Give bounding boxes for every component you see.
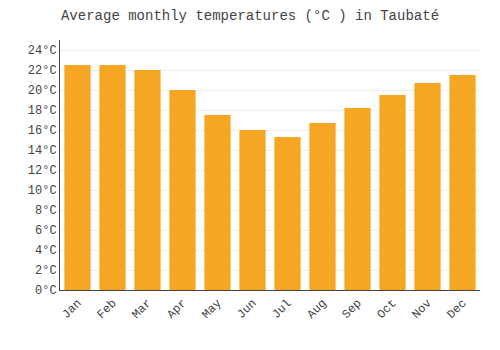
svg-text:8°C: 8°C	[35, 204, 57, 218]
svg-text:Jan: Jan	[59, 297, 84, 322]
svg-text:0°C: 0°C	[35, 284, 57, 298]
svg-text:4°C: 4°C	[35, 244, 57, 258]
svg-text:Mar: Mar	[129, 297, 154, 322]
svg-text:24°C: 24°C	[28, 44, 57, 58]
svg-text:12°C: 12°C	[28, 164, 57, 178]
svg-text:14°C: 14°C	[28, 144, 57, 158]
svg-text:Oct: Oct	[374, 297, 399, 322]
svg-text:10°C: 10°C	[28, 184, 57, 198]
svg-text:Jul: Jul	[269, 297, 294, 322]
svg-text:22°C: 22°C	[28, 64, 57, 78]
svg-text:6°C: 6°C	[35, 224, 57, 238]
svg-text:Feb: Feb	[94, 297, 119, 322]
svg-text:May: May	[199, 297, 224, 322]
svg-text:Aug: Aug	[304, 297, 329, 322]
svg-text:Apr: Apr	[164, 297, 189, 322]
svg-text:Sep: Sep	[339, 297, 364, 322]
svg-text:2°C: 2°C	[35, 264, 57, 278]
svg-text:Nov: Nov	[409, 297, 434, 322]
svg-text:Average monthly temperatures (: Average monthly temperatures (°C ) in Ta…	[61, 8, 439, 24]
svg-text:16°C: 16°C	[28, 124, 57, 138]
svg-text:Dec: Dec	[444, 297, 469, 322]
svg-text:18°C: 18°C	[28, 104, 57, 118]
svg-text:Jun: Jun	[234, 297, 259, 322]
svg-text:20°C: 20°C	[28, 84, 57, 98]
